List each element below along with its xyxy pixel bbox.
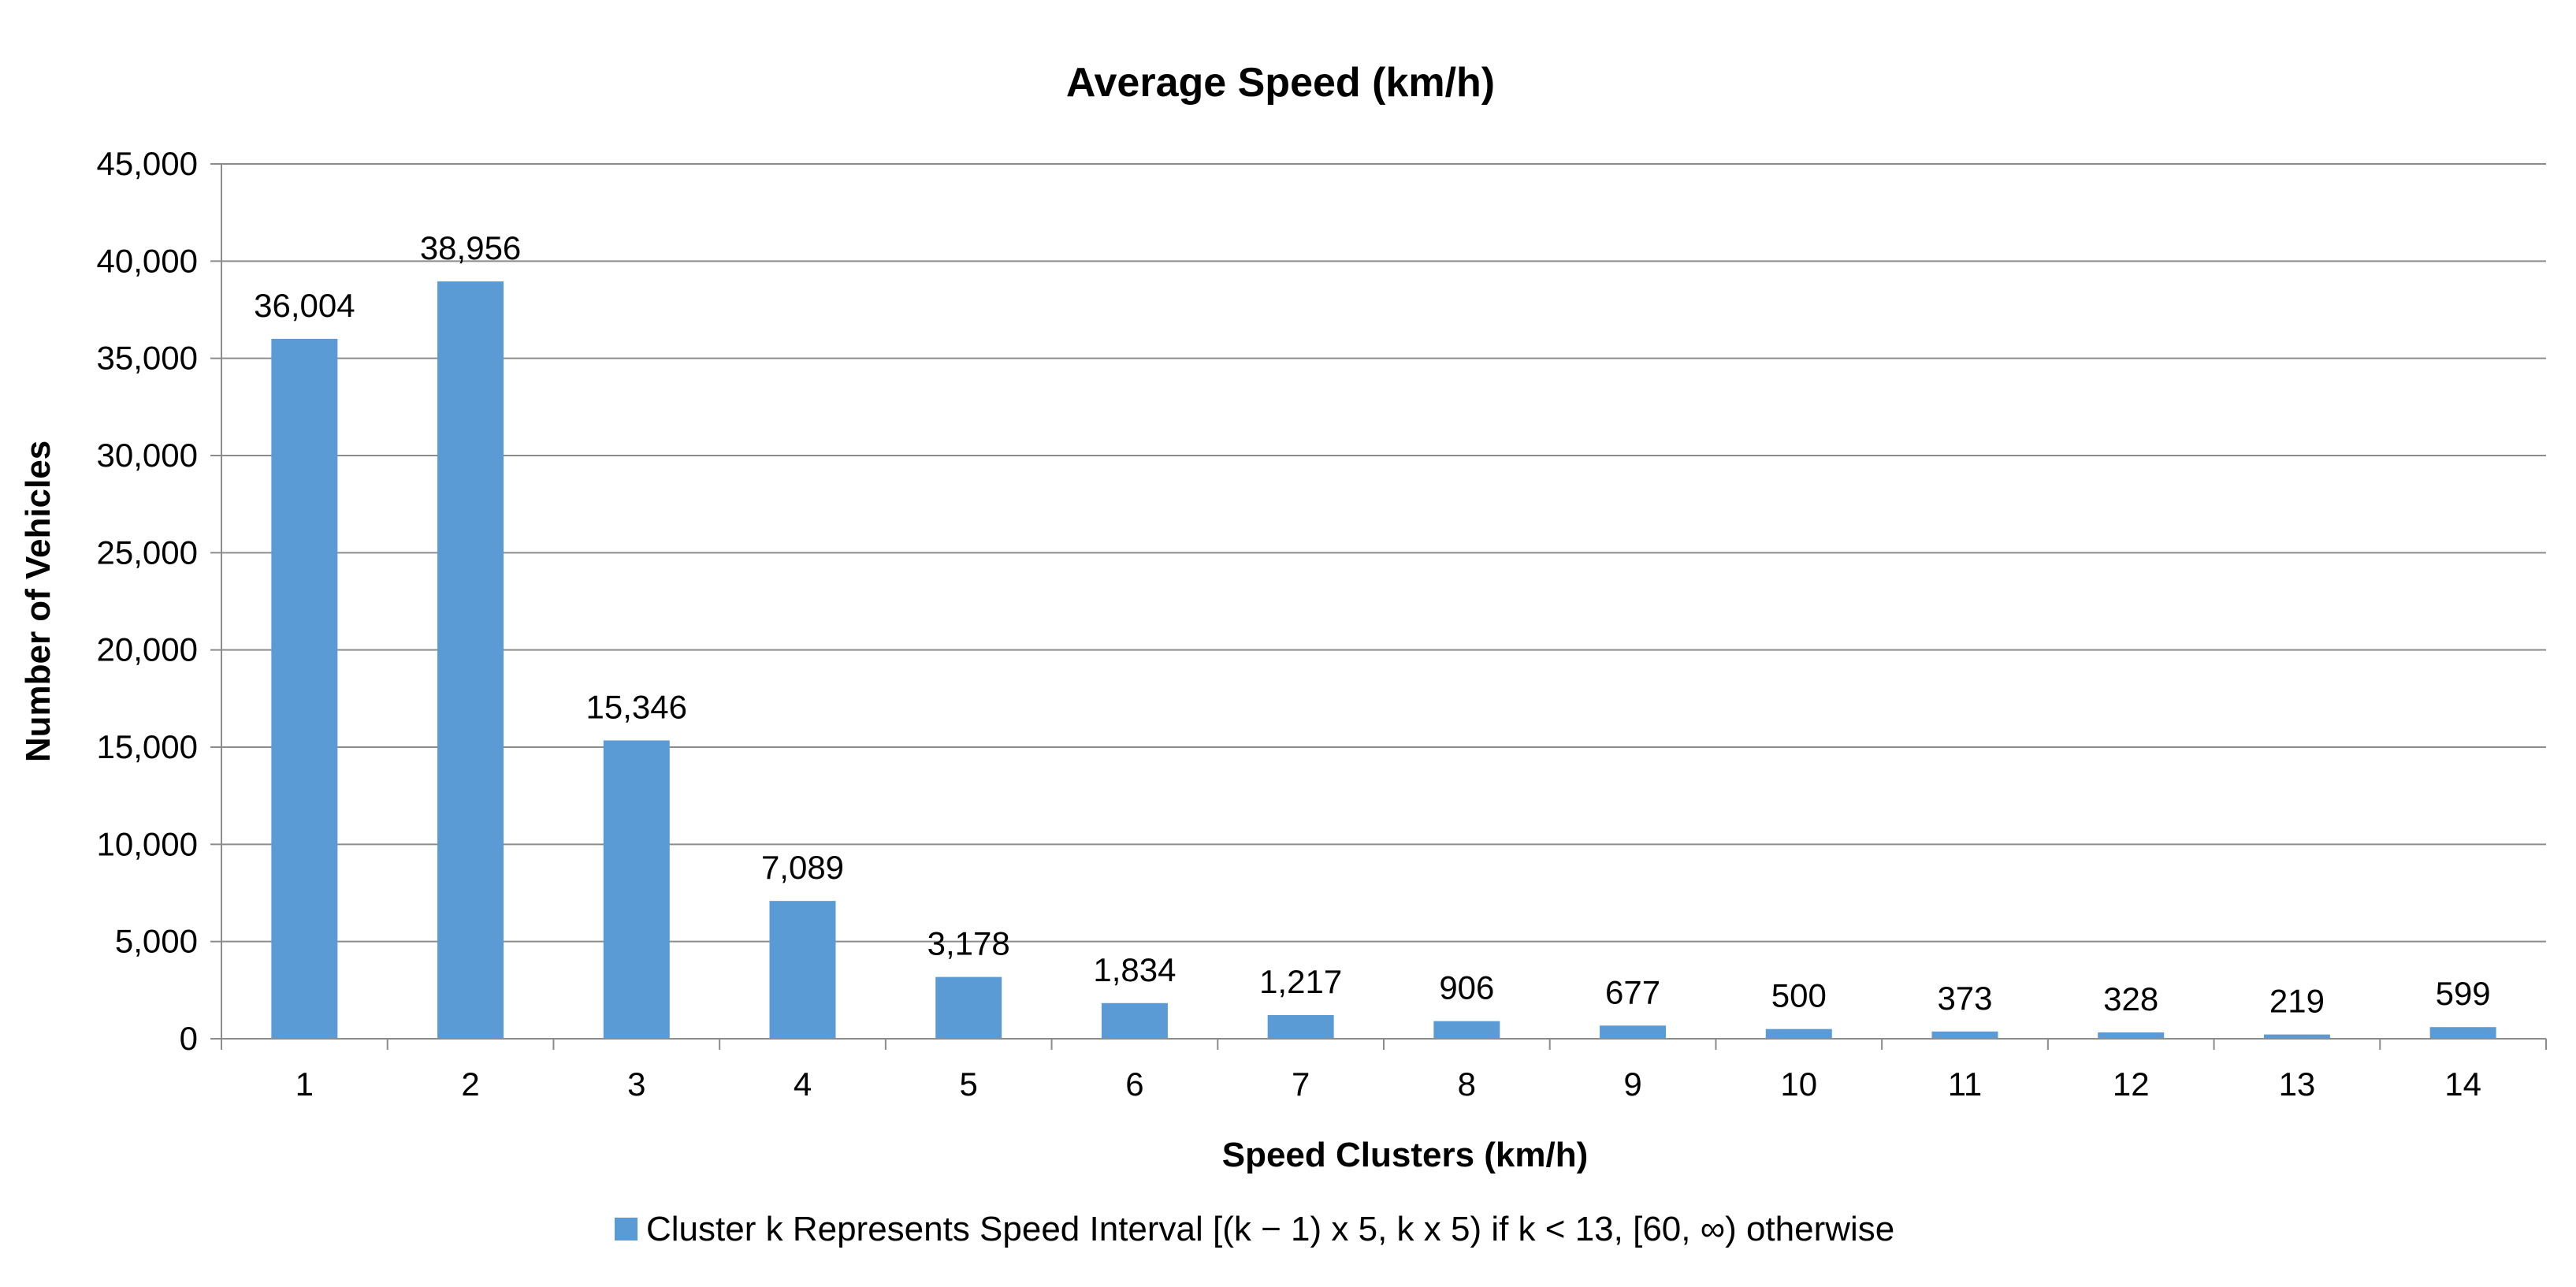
x-tick-label: 10 xyxy=(1780,1066,1817,1103)
x-tick-label: 5 xyxy=(960,1066,978,1103)
data-label: 906 xyxy=(1439,969,1494,1006)
bar xyxy=(437,281,504,1039)
bar xyxy=(603,740,670,1039)
y-tick-label: 0 xyxy=(180,1020,198,1057)
y-tick-label: 25,000 xyxy=(97,534,198,571)
x-tick-label: 8 xyxy=(1458,1066,1476,1103)
data-label: 36,004 xyxy=(254,287,355,324)
gridlines xyxy=(221,163,2546,943)
x-tick-label: 13 xyxy=(2279,1066,2316,1103)
data-label: 1,217 xyxy=(1259,963,1342,1000)
bar xyxy=(1600,1025,1667,1039)
y-tick-label: 15,000 xyxy=(97,728,198,765)
data-labels: 36,004 38,956 15,346 7,089 3,178 1,834 1,217 90… xyxy=(254,229,2491,1020)
bars xyxy=(271,281,2496,1039)
data-label: 38,956 xyxy=(420,229,521,266)
x-axis-label: Speed Clusters (km/h) xyxy=(1222,1136,1589,1174)
data-label: 599 xyxy=(2436,975,2491,1012)
x-tick-label: 3 xyxy=(627,1066,645,1103)
data-label: 373 xyxy=(1937,980,1992,1017)
legend-label: Cluster k Represents Speed Interval [(k … xyxy=(646,1210,1894,1248)
data-label: 219 xyxy=(2269,983,2325,1020)
data-label: 7,089 xyxy=(761,849,844,886)
bar xyxy=(271,338,338,1039)
y-tick-label: 20,000 xyxy=(97,631,198,668)
legend-swatch xyxy=(615,1218,637,1241)
y-tick-label: 35,000 xyxy=(97,340,198,377)
y-axis-label: Number of Vehicles xyxy=(19,441,58,762)
data-label: 15,346 xyxy=(586,688,687,725)
bar xyxy=(1433,1021,1500,1039)
y-tick-label: 5,000 xyxy=(115,923,198,960)
bar xyxy=(769,901,836,1039)
x-tick-label: 9 xyxy=(1623,1066,1641,1103)
data-label: 500 xyxy=(1771,977,1827,1014)
x-tick-label: 12 xyxy=(2113,1066,2150,1103)
data-label: 677 xyxy=(1605,973,1660,1010)
y-tick-label: 10,000 xyxy=(97,825,198,862)
x-tick-label: 7 xyxy=(1292,1066,1310,1103)
y-tick-label: 45,000 xyxy=(97,145,198,182)
x-tick-labels: 1 2 3 4 5 6 7 8 9 10 11 12 13 14 xyxy=(296,1066,2481,1103)
y-tick-labels: 0 5,000 10,000 15,000 20,000 25,000 30,000 35,0… xyxy=(97,145,198,1057)
chart-title: Average Speed (km/h) xyxy=(1066,60,1495,106)
data-label: 1,834 xyxy=(1093,951,1176,988)
y-tick-label: 30,000 xyxy=(97,437,198,474)
bar xyxy=(1101,1002,1168,1039)
bar xyxy=(2429,1027,2496,1039)
x-tick-label: 14 xyxy=(2444,1066,2481,1103)
x-tick-label: 11 xyxy=(1948,1066,1983,1103)
x-tick-label: 6 xyxy=(1125,1066,1143,1103)
bar xyxy=(2098,1032,2165,1039)
bar xyxy=(935,976,1002,1039)
data-label: 3,178 xyxy=(927,925,1010,962)
axes xyxy=(210,163,2547,1050)
legend: Cluster k Represents Speed Interval [(k … xyxy=(615,1210,1894,1248)
bar xyxy=(1267,1014,1334,1039)
bar xyxy=(1931,1031,1998,1039)
data-label: 328 xyxy=(2103,980,2158,1017)
y-tick-label: 40,000 xyxy=(97,242,198,279)
bar xyxy=(1765,1028,1832,1039)
x-tick-label: 2 xyxy=(461,1066,479,1103)
bar xyxy=(2263,1034,2330,1039)
x-tick-label: 1 xyxy=(296,1066,314,1103)
x-tick-label: 4 xyxy=(794,1066,812,1103)
